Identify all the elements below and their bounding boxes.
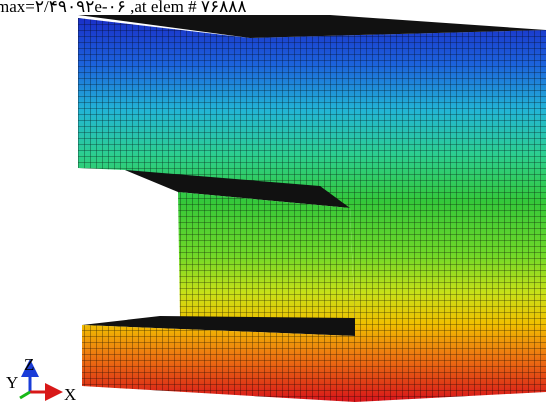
z-label: Z [24, 355, 34, 374]
ledge-front-mesh [82, 325, 355, 402]
ledge-top [82, 316, 355, 336]
axis-triad: Z Y X [6, 355, 76, 402]
upper-front-mesh [78, 18, 250, 196]
top-face [78, 15, 546, 38]
side-face-mesh [250, 30, 546, 402]
y-label: Y [6, 373, 18, 392]
middle-face-mesh [178, 192, 355, 322]
max-annotation: max=۲/۴۹۰۹۲e-۰۶ ,at elem # ۷۶۸۸۸ [0, 0, 247, 16]
mesh-body [78, 15, 546, 402]
x-label: X [64, 385, 76, 402]
y-arrow [19, 390, 31, 400]
notch-shelf [125, 170, 350, 208]
